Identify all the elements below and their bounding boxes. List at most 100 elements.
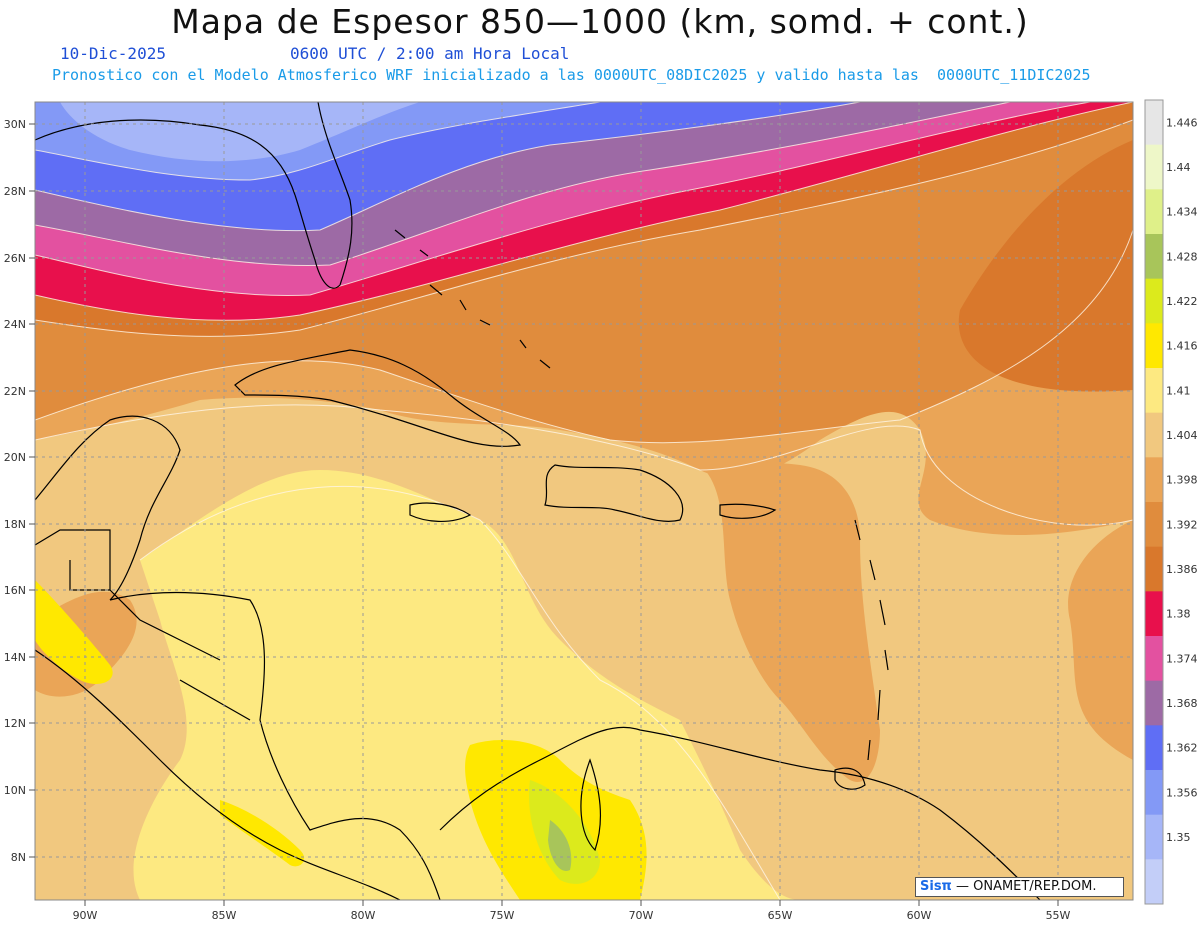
legend-label: 1.398 [1166, 474, 1198, 487]
lat-label: 14N [4, 651, 26, 664]
contour-line [35, 119, 1133, 337]
legend-label: 1.446 [1166, 116, 1198, 129]
lat-label: 22N [4, 385, 26, 398]
map-frame [34, 101, 1134, 901]
legend-label: 1.428 [1166, 250, 1198, 263]
legend-swatch [1145, 591, 1163, 637]
lat-label: 10N [4, 784, 26, 797]
coastlines [35, 102, 1041, 900]
band-1416-central-america [220, 800, 305, 867]
coast-florida [294, 102, 353, 289]
lat-label: 28N [4, 185, 26, 198]
lon-label: 70W [629, 909, 654, 922]
lat-label: 16N [4, 584, 26, 597]
forecast-time: 0600 UTC / 2:00 am Hora Local [290, 44, 570, 63]
coast-bahamas [394, 229, 551, 369]
credit-text: — ONAMET/REP.DOM. [955, 879, 1097, 894]
legend-label: 1.416 [1166, 340, 1198, 353]
border-honduras-nicaragua [179, 679, 251, 721]
coast-pacific [35, 649, 401, 900]
band-1428 [548, 820, 572, 871]
legend-label: 1.362 [1166, 742, 1198, 755]
lat-label: 26N [4, 252, 26, 265]
legend-swatch [1145, 680, 1163, 726]
legend-swatch [1145, 368, 1163, 414]
lon-label: 90W [73, 909, 98, 922]
lat-label: 12N [4, 717, 26, 730]
sispi-logo: Sisπ [920, 879, 952, 894]
contour-line [35, 102, 601, 181]
legend-frame [1144, 99, 1164, 905]
credit-box: Sisπ — ONAMET/REP.DOM. [915, 877, 1124, 897]
lon-label: 75W [490, 909, 515, 922]
lon-label: 65W [768, 909, 793, 922]
coast-puertorico [719, 503, 777, 519]
coast-maracaibo [580, 758, 602, 852]
contour-line [35, 102, 1133, 321]
legend-swatch [1145, 770, 1163, 816]
band-1410 [133, 470, 801, 900]
band-1416-west [35, 580, 113, 685]
legend-label: 1.368 [1166, 697, 1198, 710]
contour-line [139, 486, 781, 900]
legend-label: 1.44 [1166, 161, 1191, 174]
contour-line [35, 102, 1091, 297]
legend-label: 1.404 [1166, 429, 1198, 442]
legend-swatch [1145, 100, 1163, 146]
lon-label: 60W [907, 909, 932, 922]
legend-label: 1.35 [1166, 831, 1191, 844]
contour-lines [35, 102, 1133, 900]
legend-label: 1.434 [1166, 206, 1198, 219]
legend-label: 1.392 [1166, 518, 1198, 531]
legend-label: 1.356 [1166, 786, 1198, 799]
axis-ticks [29, 123, 1059, 906]
legend-swatch [1145, 144, 1163, 190]
lat-labels: 30N 28N 26N 24N 22N 20N 18N 16N 14N 12N … [4, 118, 26, 864]
lon-label: 55W [1046, 909, 1071, 922]
forecast-description: Pronostico con el Modelo Atmosferico WRF… [52, 66, 1091, 84]
lat-label: 30N [4, 118, 26, 131]
band-1422 [529, 780, 600, 884]
color-legend: 1.446 1.44 1.434 1.428 1.422 1.416 1.41 1.404 1.… [1144, 99, 1198, 905]
coast-yucatan [35, 415, 181, 601]
contour-line [35, 102, 1011, 267]
border-mexico-guatemala [34, 529, 111, 591]
forecast-date: 10-Dic-2025 [60, 44, 166, 63]
legend-swatch [1145, 636, 1163, 682]
lat-label: 24N [4, 318, 26, 331]
contour-line [35, 404, 1133, 526]
legend-label: 1.386 [1166, 563, 1198, 576]
coast-cuba [234, 349, 522, 447]
coast-jamaica [409, 502, 472, 523]
graticule [35, 102, 1133, 900]
band-1398-inner-a [705, 462, 880, 782]
legend-label: 1.38 [1166, 608, 1191, 621]
legend-swatch [1145, 189, 1163, 235]
lat-label: 18N [4, 518, 26, 531]
legend-label: 1.422 [1166, 295, 1198, 308]
band-1350 [60, 102, 420, 162]
legend-swatch [1145, 278, 1163, 324]
lon-label: 85W [212, 909, 237, 922]
contour-line [35, 102, 861, 232]
coast-gulf [35, 119, 296, 196]
shaded-field [35, 102, 1133, 900]
border-guatemala-honduras [109, 589, 221, 661]
coast-south-america [439, 726, 1041, 900]
legend-swatch [1145, 725, 1163, 771]
legend-swatch [1145, 323, 1163, 369]
coast-hispaniola [544, 464, 684, 522]
legend-swatch [1145, 234, 1163, 280]
lat-label: 8N [11, 851, 26, 864]
legend-label: 1.374 [1166, 652, 1198, 665]
legend-swatch [1145, 859, 1163, 905]
map-title: Mapa de Espesor 850—1000 (km, somd. + co… [171, 2, 1029, 41]
lon-label: 80W [351, 909, 376, 922]
coast-antilles [854, 519, 889, 761]
legend-swatch [1145, 546, 1163, 592]
legend-swatch [1145, 457, 1163, 503]
coast-central-america [109, 591, 441, 900]
coast-trinidad [834, 767, 866, 790]
band-1398-inner-b [1068, 520, 1133, 760]
